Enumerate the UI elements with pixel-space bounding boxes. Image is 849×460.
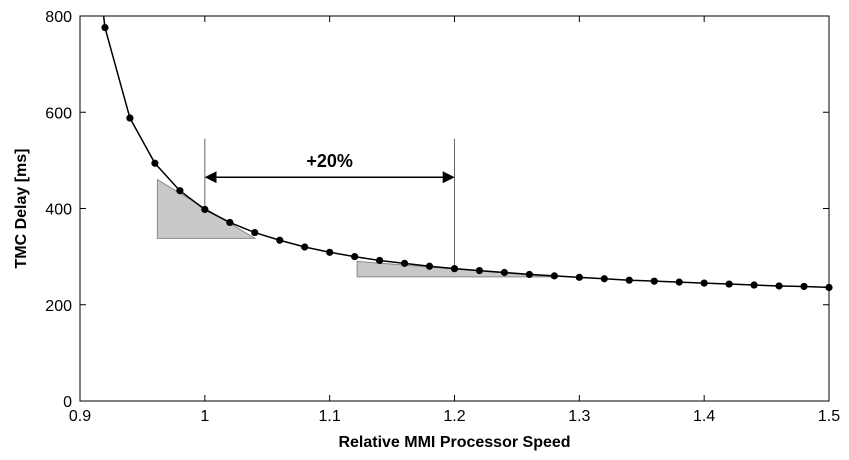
data-point	[775, 282, 783, 290]
data-point	[525, 270, 534, 279]
x-tick-label: 1.1	[319, 408, 341, 425]
series-line	[102, 16, 829, 289]
data-point	[101, 23, 109, 32]
x-axis: 0.9 1 1.1 1.2 1.3 1.4 1.5	[69, 16, 840, 425]
data-series	[101, 16, 833, 292]
y-tick-label: 0	[63, 394, 72, 411]
data-point	[400, 259, 409, 267]
data-point	[126, 114, 134, 122]
data-point	[251, 228, 259, 237]
data-point	[475, 266, 484, 275]
y-tick-label: 800	[45, 9, 72, 26]
x-axis-title: Relative MMI Processor Speed	[338, 434, 570, 451]
data-point	[550, 272, 558, 280]
data-point	[176, 187, 184, 195]
data-point	[600, 275, 608, 283]
data-point	[675, 278, 683, 286]
x-tick-label: 1.5	[818, 408, 840, 425]
data-point	[500, 268, 509, 277]
data-point	[351, 253, 359, 261]
y-tick-label: 200	[45, 298, 72, 315]
y-axis-title: TMC Delay [ms]	[13, 148, 30, 268]
data-point	[650, 277, 658, 285]
data-point	[201, 205, 209, 214]
shaded-regions	[156, 178, 555, 278]
data-point	[326, 248, 334, 256]
data-point	[800, 282, 808, 291]
data-point	[425, 262, 434, 270]
x-tick-label: 1	[200, 408, 209, 425]
x-tick-label: 0.9	[69, 408, 91, 425]
data-point	[276, 236, 284, 244]
x-tick-label: 1.3	[568, 408, 590, 425]
y-tick-label: 600	[45, 105, 72, 122]
data-point	[725, 280, 733, 288]
data-point	[750, 281, 758, 289]
x-tick-label: 1.4	[693, 408, 715, 425]
data-point	[376, 256, 384, 265]
data-point	[575, 273, 583, 281]
annotation-label: +20%	[306, 151, 353, 171]
annotation-brackets	[204, 138, 455, 269]
data-point	[700, 279, 708, 287]
data-point	[301, 243, 309, 251]
data-point	[450, 265, 459, 273]
data-point	[151, 159, 159, 167]
x-tick-label: 1.2	[443, 408, 465, 425]
data-point	[226, 218, 234, 227]
y-tick-label: 400	[45, 202, 72, 219]
data-point	[625, 276, 633, 284]
y-axis: 0 200 400 600 800	[45, 9, 829, 411]
